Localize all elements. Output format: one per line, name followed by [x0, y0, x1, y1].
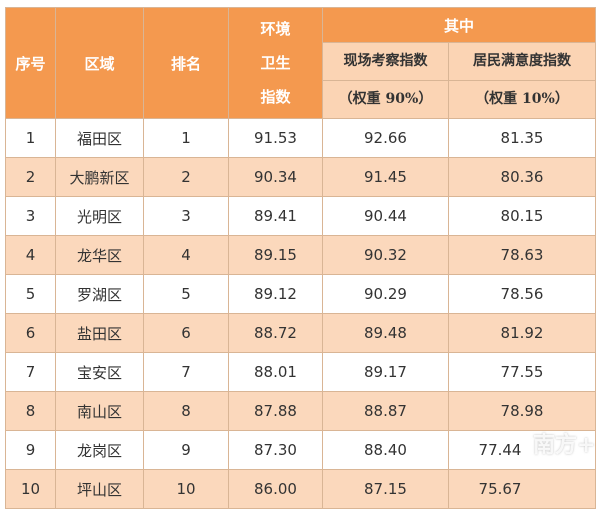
cell-rank: 9: [143, 430, 229, 470]
cell-resident: 78.56: [447, 274, 597, 314]
header-resident-weight: （权重 10%）: [447, 80, 597, 119]
table-row: 4 龙华区 4 89.15 90.32 78.63: [5, 235, 597, 275]
table-row: 3 光明区 3 89.41 90.44 80.15: [5, 196, 597, 236]
cell-index: 8: [5, 391, 56, 431]
cell-resident: 81.92: [447, 313, 597, 353]
cell-index: 3: [5, 196, 56, 236]
cell-env: 89.41: [228, 196, 323, 236]
cell-resident: 77.44: [447, 430, 597, 470]
cell-resident: 78.63: [447, 235, 597, 275]
cell-site: 90.44: [322, 196, 449, 236]
cell-region: 龙岗区: [55, 430, 144, 470]
cell-site: 90.29: [322, 274, 449, 314]
cell-site: 89.17: [322, 352, 449, 392]
cell-region: 盐田区: [55, 313, 144, 353]
table-row: 6 盐田区 6 88.72 89.48 81.92: [5, 313, 597, 353]
cell-env: 88.72: [228, 313, 323, 353]
cell-rank: 4: [143, 235, 229, 275]
table-row: 1 福田区 1 91.53 92.66 81.35: [5, 118, 597, 158]
cell-region: 南山区: [55, 391, 144, 431]
table-row: 8 南山区 8 87.88 88.87 78.98: [5, 391, 597, 431]
header-env-line: 环境: [260, 20, 291, 38]
cell-rank: 10: [143, 469, 229, 509]
table-row: 9 龙岗区 9 87.30 88.40 77.44: [5, 430, 597, 470]
cell-index: 9: [5, 430, 56, 470]
cell-env: 90.34: [228, 157, 323, 197]
cell-index: 2: [5, 157, 56, 197]
table-row: 5 罗湖区 5 89.12 90.29 78.56: [5, 274, 597, 314]
cell-rank: 5: [143, 274, 229, 314]
cell-site: 92.66: [322, 118, 449, 158]
cell-index: 7: [5, 352, 56, 392]
cell-index: 4: [5, 235, 56, 275]
cell-region: 光明区: [55, 196, 144, 236]
cell-region: 坪山区: [55, 469, 144, 509]
cell-site: 88.40: [322, 430, 449, 470]
cell-site: 88.87: [322, 391, 449, 431]
header-site-index: 现场考察指数: [322, 42, 449, 81]
cell-rank: 6: [143, 313, 229, 353]
cell-rank: 7: [143, 352, 229, 392]
header-index: 序号: [5, 7, 56, 119]
cell-index: 5: [5, 274, 56, 314]
cell-env: 89.12: [228, 274, 323, 314]
cell-rank: 1: [143, 118, 229, 158]
cell-rank: 3: [143, 196, 229, 236]
header-site-weight: （权重 90%）: [322, 80, 449, 119]
header-of-which: 其中: [321, 7, 597, 43]
cell-index: 1: [5, 118, 56, 158]
cell-env: 91.53: [228, 118, 323, 158]
cell-site: 89.48: [322, 313, 449, 353]
cell-resident: 80.36: [447, 157, 597, 197]
cell-env: 89.15: [228, 235, 323, 275]
cell-resident: 75.67: [447, 469, 597, 509]
cell-env: 87.88: [228, 391, 323, 431]
cell-env: 86.00: [228, 469, 323, 509]
table-row: 7 宝安区 7 88.01 89.17 77.55: [5, 352, 597, 392]
cell-region: 福田区: [55, 118, 144, 158]
cell-resident: 77.55: [447, 352, 597, 392]
table-row: 10 坪山区 10 86.00 87.15 75.67: [5, 469, 597, 509]
watermark-logo: 南方+: [533, 432, 596, 458]
cell-env: 87.30: [228, 430, 323, 470]
cell-index: 6: [5, 313, 56, 353]
header-resident-index: 居民满意度指数: [447, 42, 597, 81]
cell-index: 10: [5, 469, 56, 509]
cell-site: 90.32: [322, 235, 449, 275]
cell-resident: 78.98: [447, 391, 597, 431]
header-env-line: 卫生: [260, 54, 291, 72]
header-env-line: 指数: [260, 88, 291, 106]
ranking-table: 序号 区域 排名 环境 卫生 指数 其中 现场考察指数 居民满意度指数 （权重 …: [5, 7, 597, 509]
cell-site: 91.45: [322, 157, 449, 197]
cell-rank: 2: [143, 157, 229, 197]
cell-resident: 81.35: [447, 118, 597, 158]
cell-region: 大鹏新区: [55, 157, 144, 197]
header-region: 区域: [55, 7, 144, 119]
table-row: 2 大鹏新区 2 90.34 91.45 80.36: [5, 157, 597, 197]
cell-env: 88.01: [228, 352, 323, 392]
cell-rank: 8: [143, 391, 229, 431]
cell-region: 宝安区: [55, 352, 144, 392]
cell-site: 87.15: [322, 469, 449, 509]
cell-resident: 80.15: [447, 196, 597, 236]
header-env-index: 环境 卫生 指数: [228, 7, 323, 119]
header-rank: 排名: [143, 7, 229, 119]
cell-region: 罗湖区: [55, 274, 144, 314]
cell-region: 龙华区: [55, 235, 144, 275]
